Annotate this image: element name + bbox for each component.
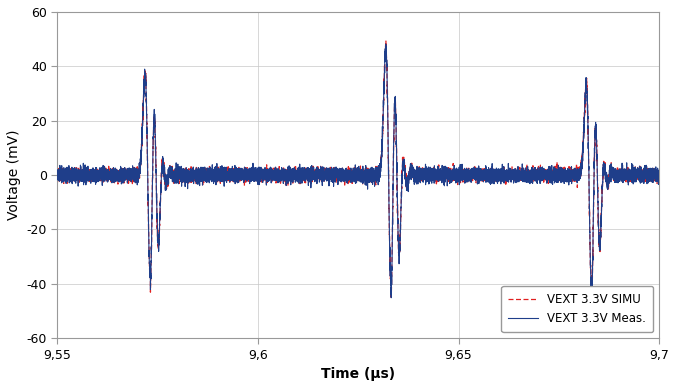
VEXT 3.3V Meas. xyxy=(53,177,62,182)
VEXT 3.3V SIMU xyxy=(53,171,62,176)
VEXT 3.3V Meas. xyxy=(435,166,443,171)
VEXT 3.3V SIMU xyxy=(387,295,395,300)
VEXT 3.3V SIMU xyxy=(83,176,91,181)
VEXT 3.3V SIMU xyxy=(271,171,279,175)
VEXT 3.3V Meas. xyxy=(500,171,508,176)
VEXT 3.3V Meas. xyxy=(655,175,663,179)
VEXT 3.3V Meas. xyxy=(587,297,596,301)
Line: VEXT 3.3V Meas.: VEXT 3.3V Meas. xyxy=(57,44,659,299)
VEXT 3.3V SIMU xyxy=(655,175,663,180)
Y-axis label: Voltage (mV): Voltage (mV) xyxy=(7,130,21,220)
VEXT 3.3V SIMU xyxy=(436,170,444,175)
VEXT 3.3V SIMU xyxy=(382,39,390,43)
VEXT 3.3V SIMU xyxy=(500,177,508,181)
Legend: VEXT 3.3V SIMU, VEXT 3.3V Meas.: VEXT 3.3V SIMU, VEXT 3.3V Meas. xyxy=(501,286,653,332)
VEXT 3.3V Meas. xyxy=(382,42,390,46)
VEXT 3.3V Meas. xyxy=(531,174,539,179)
X-axis label: Time (μs): Time (μs) xyxy=(321,367,395,381)
VEXT 3.3V Meas. xyxy=(83,167,91,171)
VEXT 3.3V SIMU xyxy=(531,178,539,182)
Line: VEXT 3.3V SIMU: VEXT 3.3V SIMU xyxy=(57,41,659,297)
VEXT 3.3V Meas. xyxy=(410,165,418,170)
VEXT 3.3V SIMU xyxy=(410,168,418,172)
VEXT 3.3V Meas. xyxy=(271,174,279,179)
